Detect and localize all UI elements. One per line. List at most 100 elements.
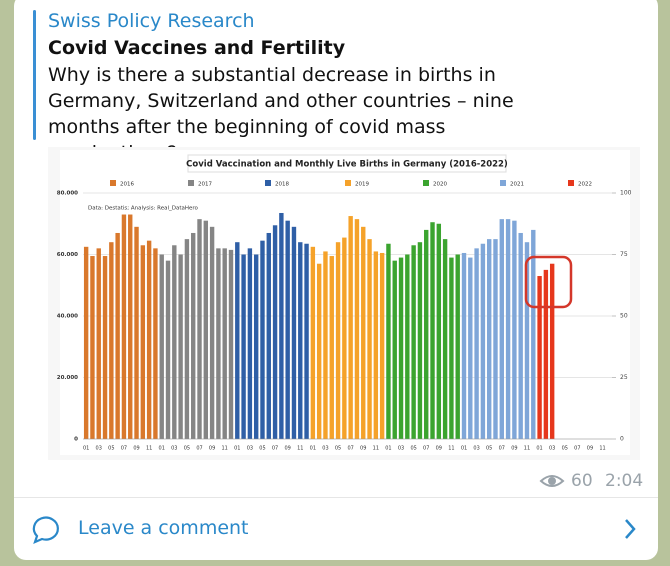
comment-button[interactable]: Leave a comment bbox=[78, 517, 249, 539]
bar bbox=[253, 254, 259, 439]
x-tick-label: 03 bbox=[549, 446, 555, 452]
bar bbox=[247, 248, 253, 439]
bar bbox=[474, 248, 479, 439]
bar bbox=[411, 245, 416, 439]
x-tick-label: 07 bbox=[272, 446, 278, 452]
x-tick-label: 01 bbox=[234, 446, 240, 452]
bar bbox=[524, 242, 530, 439]
x-tick-label: 11 bbox=[297, 446, 303, 452]
y-tick-label: 0 bbox=[74, 437, 78, 443]
bar bbox=[115, 232, 120, 439]
separator bbox=[14, 497, 658, 498]
legend-swatch bbox=[568, 180, 574, 186]
y2-tick-label: 25 bbox=[620, 374, 628, 381]
title-box bbox=[187, 154, 507, 173]
bar bbox=[165, 260, 171, 439]
bar bbox=[291, 226, 297, 439]
y2-tick-label: 50 bbox=[620, 313, 628, 320]
bar bbox=[159, 254, 164, 439]
bar bbox=[146, 240, 152, 439]
legend-swatch bbox=[500, 180, 506, 186]
bar bbox=[323, 251, 328, 439]
bar bbox=[342, 237, 347, 439]
bar bbox=[83, 246, 89, 439]
bar bbox=[260, 240, 265, 439]
x-tick-label: 09 bbox=[360, 446, 366, 452]
legend-swatch bbox=[110, 180, 116, 186]
bar bbox=[386, 243, 391, 439]
quote-bar bbox=[33, 10, 36, 140]
bar bbox=[140, 245, 146, 439]
x-tick-label: 09 bbox=[436, 446, 442, 452]
bar bbox=[102, 256, 108, 439]
bar bbox=[90, 256, 95, 439]
bar bbox=[348, 216, 353, 439]
bar bbox=[134, 226, 139, 439]
bar bbox=[172, 245, 177, 439]
legend-label: 2022 bbox=[578, 182, 592, 188]
x-tick-label: 05 bbox=[108, 446, 114, 452]
bar bbox=[486, 239, 492, 439]
legend-label: 2019 bbox=[355, 182, 369, 188]
bar bbox=[436, 223, 442, 439]
bar bbox=[279, 212, 284, 439]
legend-label: 2020 bbox=[433, 182, 447, 188]
x-tick-label: 07 bbox=[423, 446, 429, 452]
bar bbox=[109, 242, 114, 439]
x-tick-label: 01 bbox=[310, 446, 316, 452]
y2-tick-label: 0 bbox=[620, 436, 624, 443]
bar bbox=[480, 243, 486, 439]
bar bbox=[310, 246, 316, 439]
x-tick-label: 09 bbox=[209, 446, 215, 452]
bar bbox=[354, 219, 360, 439]
bar bbox=[128, 214, 133, 439]
channel-name[interactable]: Swiss Policy Research bbox=[48, 10, 255, 32]
x-tick-label: 09 bbox=[284, 446, 290, 452]
bar bbox=[518, 232, 523, 439]
x-tick-label: 03 bbox=[322, 446, 328, 452]
x-tick-label: 05 bbox=[259, 446, 265, 452]
bar bbox=[455, 254, 460, 439]
x-tick-label: 09 bbox=[587, 446, 593, 452]
bar bbox=[505, 219, 511, 439]
x-tick-label: 11 bbox=[599, 446, 605, 452]
y2-tick-label: 75 bbox=[620, 251, 628, 258]
bar bbox=[493, 239, 498, 439]
bar bbox=[461, 252, 467, 439]
bar bbox=[392, 260, 397, 439]
legend-swatch bbox=[423, 180, 429, 186]
x-tick-label: 09 bbox=[511, 446, 517, 452]
x-tick-label: 09 bbox=[133, 446, 139, 452]
y2-tick-label: 100 bbox=[620, 190, 632, 197]
bar bbox=[203, 220, 209, 439]
bar bbox=[216, 248, 221, 439]
x-tick-label: 07 bbox=[121, 446, 127, 452]
bar bbox=[449, 257, 454, 439]
bar bbox=[531, 229, 536, 439]
x-tick-label: 03 bbox=[247, 446, 253, 452]
bar bbox=[379, 252, 385, 439]
bar bbox=[398, 257, 404, 439]
x-tick-label: 01 bbox=[83, 446, 89, 452]
x-tick-label: 07 bbox=[347, 446, 353, 452]
bar bbox=[316, 263, 322, 439]
bar bbox=[329, 256, 334, 439]
chart-title: Covid Vaccination and Monthly Live Birth… bbox=[186, 160, 508, 170]
y-tick-label: 40.000 bbox=[57, 314, 78, 320]
bar bbox=[121, 214, 127, 439]
x-tick-label: 07 bbox=[499, 446, 505, 452]
bar bbox=[335, 242, 341, 439]
bar bbox=[430, 222, 435, 439]
bar bbox=[405, 254, 410, 439]
bar bbox=[266, 232, 271, 439]
legend-swatch bbox=[345, 180, 351, 186]
post-title: Covid Vaccines and Fertility bbox=[48, 37, 346, 59]
legend-label: 2021 bbox=[510, 182, 524, 188]
bar bbox=[549, 263, 555, 439]
legend-swatch bbox=[265, 180, 271, 186]
bar bbox=[272, 225, 278, 439]
x-tick-label: 07 bbox=[196, 446, 202, 452]
bar bbox=[209, 226, 215, 439]
bar bbox=[512, 220, 517, 439]
